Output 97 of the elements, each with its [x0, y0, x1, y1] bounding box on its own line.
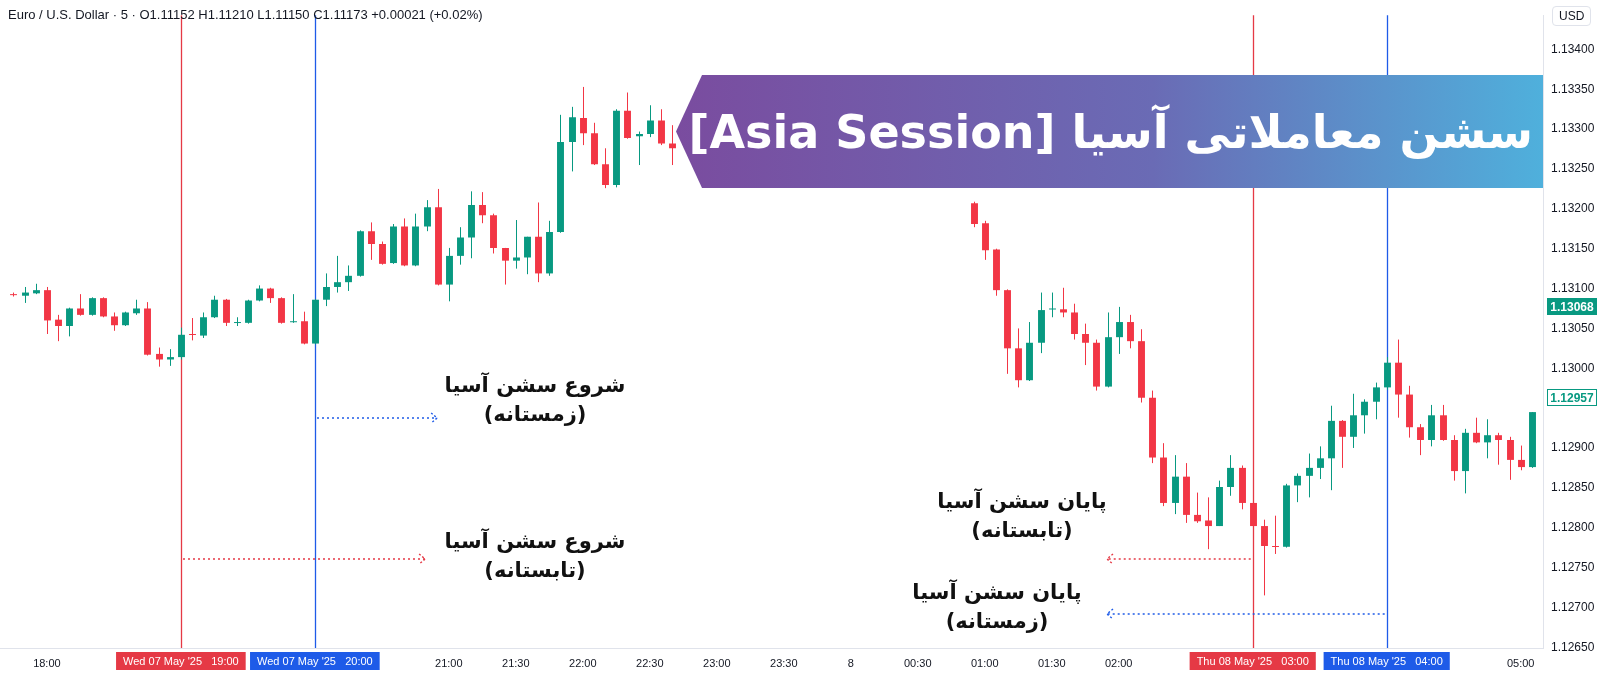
candlestick	[1473, 417, 1480, 444]
candlestick	[379, 241, 386, 266]
candlestick	[424, 199, 431, 232]
candlestick	[245, 299, 252, 325]
candlestick	[658, 108, 665, 146]
candlestick	[1317, 445, 1324, 480]
candlestick	[1060, 287, 1067, 318]
candlestick	[513, 219, 520, 270]
candlestick	[1518, 445, 1525, 471]
y-tick-label: 1.13350	[1551, 81, 1595, 96]
y-tick-label: 1.13300	[1551, 121, 1595, 136]
candlestick	[334, 255, 341, 294]
candlestick	[55, 314, 62, 342]
y-tick-label: 1.13200	[1551, 201, 1595, 216]
ref-line-label: Wed 07 May '25 20:00	[257, 654, 373, 667]
candlestick	[1272, 515, 1279, 555]
candlestick	[1127, 314, 1134, 349]
title-banner: سشن معاملاتی آسیا [Asia Session]	[676, 75, 1543, 188]
x-tick-label: 22:00	[569, 656, 597, 669]
candlestick	[602, 147, 609, 189]
candlestick	[971, 201, 978, 228]
x-tick-label: 21:30	[502, 656, 530, 669]
y-tick-label: 1.12700	[1551, 599, 1595, 614]
candlestick	[457, 226, 464, 266]
y-tick-label: 1.13050	[1551, 320, 1595, 335]
ref-line-label: Thu 08 May '25 03:00	[1196, 654, 1309, 667]
candlestick	[1339, 419, 1346, 469]
candlestick	[345, 264, 352, 292]
text: USD	[1552, 6, 1592, 26]
candlestick	[1350, 393, 1357, 449]
annotation: شروع سشن آسیا (زمستانه)	[444, 371, 626, 428]
candlestick	[66, 307, 73, 337]
candlestick	[647, 104, 654, 138]
candlestick	[223, 298, 230, 327]
x-tick-label: 8	[847, 656, 854, 669]
x-tick-label: 01:00	[970, 656, 999, 669]
candlestick	[1194, 492, 1201, 524]
x-tick-label: 18:00	[33, 656, 61, 669]
annotation: پایان سشن آسیا (زمستانه)	[912, 578, 1082, 635]
y-tick-label: 1.13000	[1551, 360, 1595, 375]
y-tick-label: 1.12800	[1551, 519, 1595, 534]
y-tick-label: 1.12650	[1551, 639, 1595, 654]
candlestick	[1071, 303, 1078, 341]
candlestick	[502, 247, 509, 286]
candlestick	[189, 317, 196, 341]
ref-line-label: Thu 08 May '25 04:00	[1330, 654, 1443, 667]
candlestick	[1361, 398, 1368, 435]
candlestick	[1373, 382, 1380, 420]
x-tick-label: 02:00	[1104, 656, 1133, 669]
candlestick	[211, 295, 218, 319]
chart-subtitle: Euro / U.S. Dollar · 5 · O1.11152 H1.11210 L1.11150 C1.11173 +0.00021 (+0.02%)	[8, 7, 483, 22]
candlestick	[178, 327, 185, 360]
y-tick-label: 1.13400	[1551, 41, 1595, 56]
candlestick	[1484, 418, 1491, 459]
candlestick	[479, 191, 486, 224]
candlestick	[1294, 472, 1301, 503]
candlestick	[524, 236, 531, 275]
candlestick	[1417, 423, 1424, 456]
candlestick	[100, 296, 107, 318]
y-tick-label: 1.12900	[1551, 440, 1595, 455]
candlestick	[580, 86, 587, 146]
y-tick-label: 1.13150	[1551, 241, 1595, 256]
candlestick	[111, 311, 118, 332]
candlestick	[323, 272, 330, 307]
annotation: شروع سشن آسیا (تابستانه)	[444, 527, 626, 584]
candlestick	[1261, 519, 1268, 596]
candlestick	[301, 311, 308, 345]
candlestick	[368, 221, 375, 261]
candlestick	[1250, 501, 1257, 528]
annotation: پایان سشن آسیا (تابستانه)	[937, 487, 1107, 544]
x-tick-label: 05:00	[1506, 656, 1535, 669]
candlestick	[1227, 454, 1234, 497]
x-tick-label: 22:30	[636, 656, 664, 669]
candlestick	[1116, 306, 1123, 355]
y-tick-label: 1.12850	[1551, 480, 1595, 495]
candlestick	[77, 293, 84, 317]
x-tick-label: 23:00	[703, 656, 731, 669]
candlestick	[89, 296, 96, 317]
x-tick-label: 00:30	[904, 656, 932, 669]
candlestick	[1495, 432, 1502, 466]
x-tick-label: 21:00	[435, 656, 463, 669]
candlestick	[1507, 436, 1514, 481]
candlestick	[290, 293, 297, 324]
x-tick-label: 01:30	[1037, 656, 1066, 669]
candlestick	[200, 311, 207, 339]
text: 1.13068	[1547, 298, 1597, 315]
x-tick-label: 23:30	[770, 656, 798, 669]
candlestick	[1205, 496, 1212, 550]
candlestick	[1049, 292, 1056, 318]
candlestick	[1306, 453, 1313, 498]
y-tick-label: 1.12750	[1551, 559, 1595, 574]
text: 1.12957	[1547, 389, 1597, 406]
candlestick	[1082, 323, 1089, 366]
y-tick-label: 1.13250	[1551, 161, 1595, 176]
y-tick-label: 1.13100	[1551, 280, 1595, 295]
candlestick	[156, 347, 163, 368]
ref-line-label: Wed 07 May '25 19:00	[123, 654, 239, 667]
